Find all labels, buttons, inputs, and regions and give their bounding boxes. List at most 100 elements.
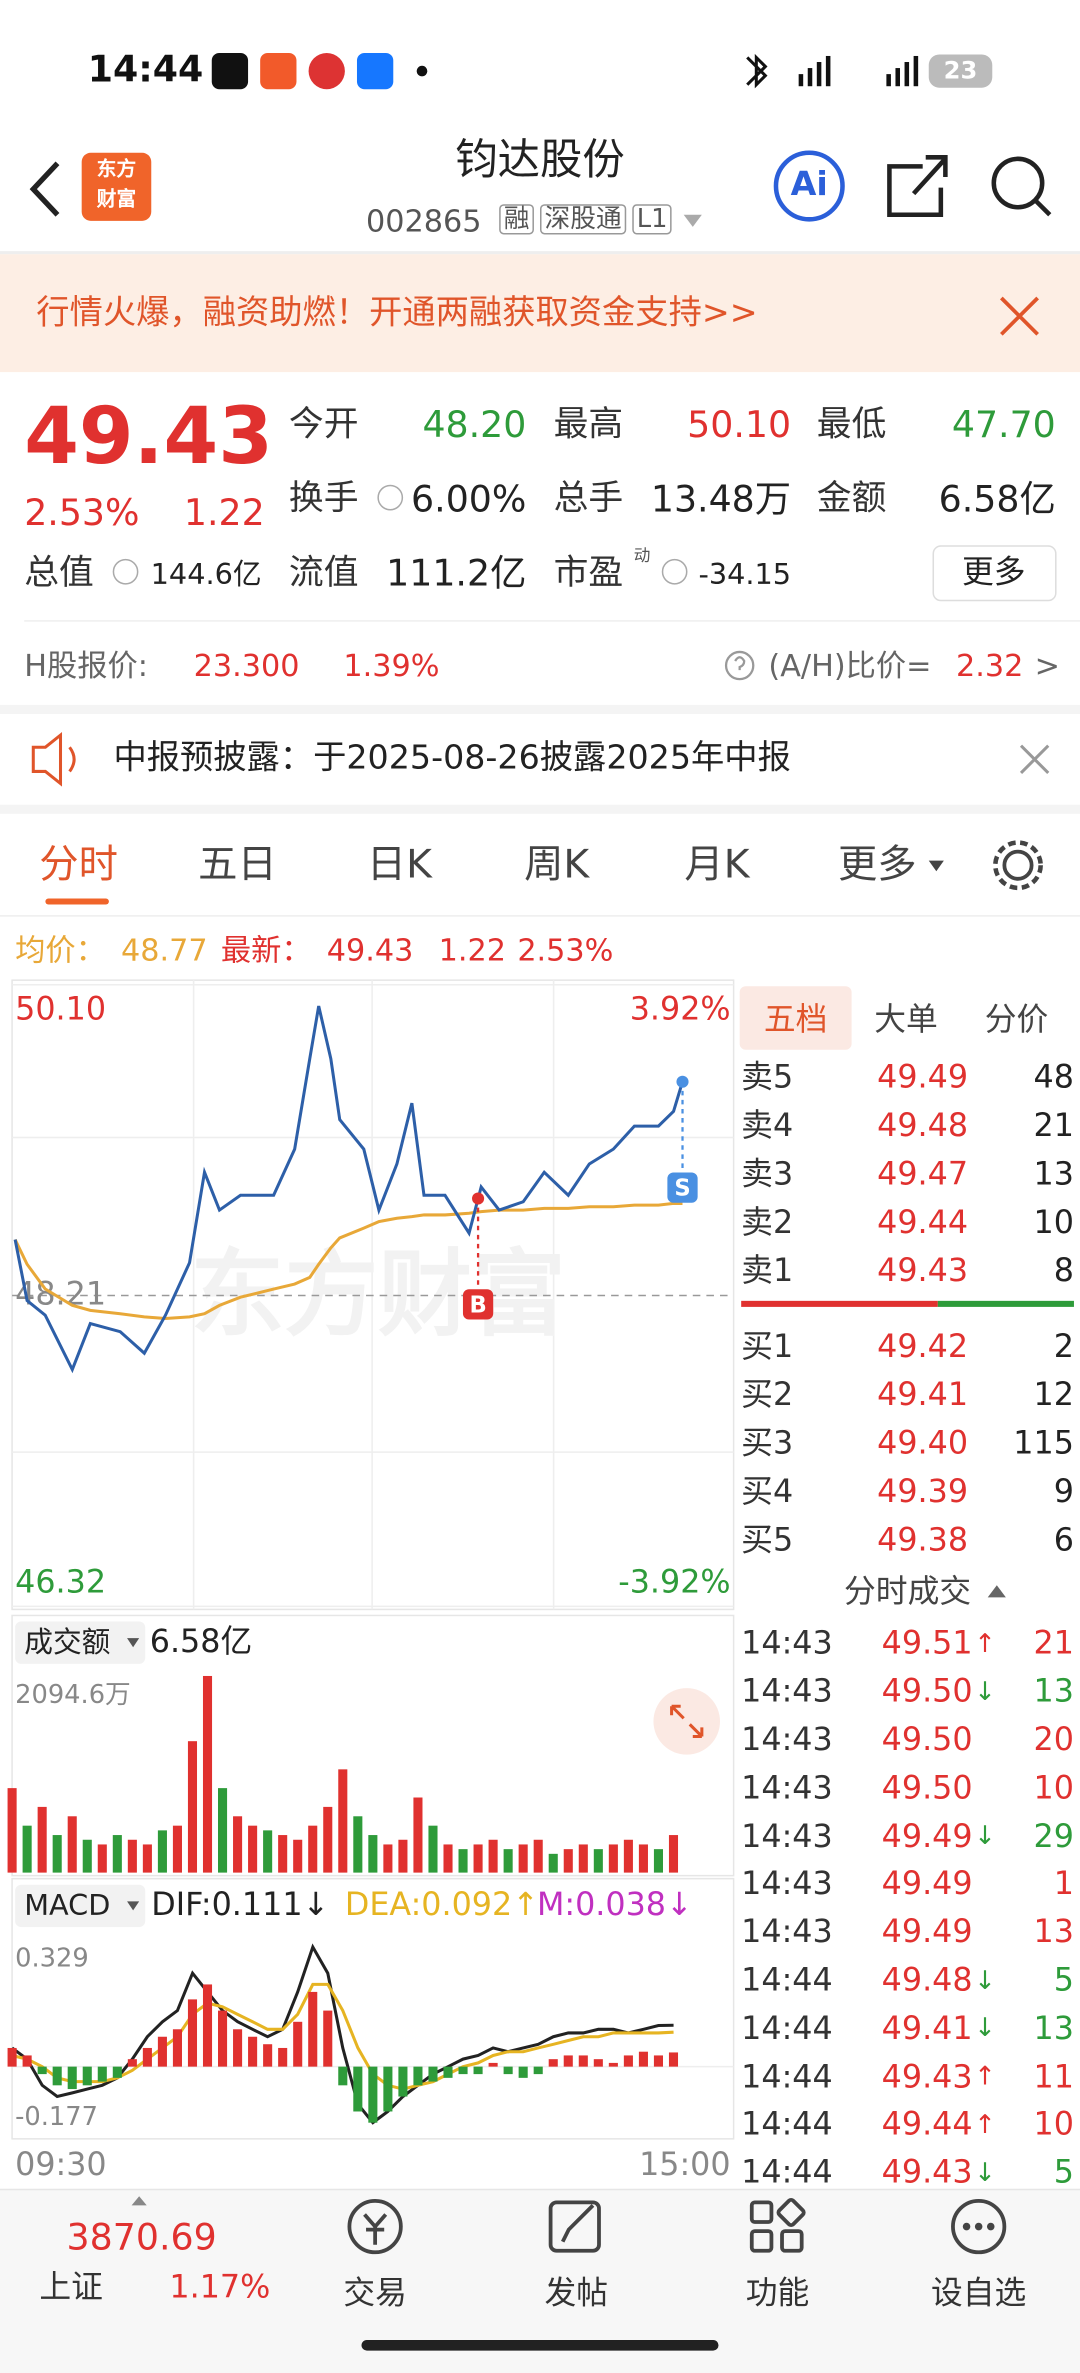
chart-title[interactable]: 成交额 [24, 1625, 111, 1659]
expand-button [670, 1704, 704, 1738]
help-icon[interactable] [724, 650, 755, 681]
volume-bar [578, 1844, 588, 1873]
period-tab[interactable]: 分时 [39, 842, 118, 889]
macd-bar [142, 2047, 152, 2067]
trade-price: 49.43 [881, 2154, 973, 2191]
help-icon [734, 656, 746, 671]
tab-underline [45, 898, 109, 905]
volume-bar [488, 1839, 498, 1873]
settings-button[interactable] [993, 840, 1043, 891]
collapse-icon[interactable] [987, 1585, 1006, 1598]
back-button[interactable] [29, 161, 60, 217]
field-value: 47.70 [951, 404, 1056, 447]
trade-time: 14:43 [741, 1673, 833, 1710]
volume-bar [608, 1844, 618, 1873]
dropdown[interactable] [15, 1621, 146, 1664]
status-time: 14:44 [87, 48, 204, 92]
macd-bar [127, 2059, 137, 2067]
period-tab[interactable]: 月K [684, 842, 750, 889]
macd-bar [638, 2051, 648, 2067]
marker-badge [462, 1289, 494, 1320]
nav-item[interactable]: 发帖 [544, 2275, 609, 2312]
change: 1.22 [183, 492, 265, 535]
book-tab[interactable]: 大单 [874, 1001, 938, 1039]
settings-button[interactable] [1002, 849, 1034, 881]
book-tab[interactable]: 五档 [763, 1001, 828, 1039]
book-tab[interactable]: 分价 [984, 1001, 1049, 1039]
period-tab[interactable]: 更多 [837, 842, 917, 889]
volume-bar [97, 1844, 107, 1873]
period-tab[interactable]: 五日 [198, 842, 277, 889]
macd-bar [593, 2059, 603, 2067]
index-change[interactable]: 1.17% [169, 2269, 271, 2306]
index-value[interactable]: 3870.69 [66, 2216, 217, 2259]
volume-bar [218, 1788, 228, 1873]
field-value: 48.20 [422, 404, 527, 447]
volume-bar [338, 1769, 348, 1873]
info-icon[interactable] [377, 484, 404, 511]
trade-time: 14:43 [741, 1769, 833, 1806]
chart-title[interactable]: MACD [24, 1888, 111, 1922]
book-side: 买5 [741, 1521, 794, 1558]
nav-item[interactable]: 设自选 [931, 2275, 1027, 2312]
book-volume: 9 [1053, 1472, 1074, 1510]
book-side: 卖1 [741, 1251, 794, 1289]
info-icon[interactable] [661, 558, 688, 585]
book-side: 卖3 [741, 1155, 794, 1192]
volume-bar [593, 1849, 603, 1873]
search-button[interactable] [991, 156, 1045, 210]
field-value: 13.48万 [650, 478, 792, 521]
period-tab[interactable]: 周K [524, 842, 590, 889]
search-button[interactable] [1034, 199, 1052, 217]
y2-tick-label: -3.92% [618, 1565, 730, 1601]
more-button-label[interactable]: 更多 [962, 554, 1026, 591]
banner-text[interactable]: 行情火爆，融资助燃！开通两融获取资金支持>> [36, 294, 758, 333]
share-button[interactable] [887, 155, 948, 218]
ai-button[interactable] [773, 150, 845, 222]
notice-text[interactable]: 中报预披露：于2025-08-26披露2025年中报 [113, 739, 791, 778]
more-button[interactable] [932, 545, 1057, 602]
volume-bar [157, 1830, 167, 1873]
dropdown-icon[interactable] [683, 214, 702, 227]
book-price: 49.47 [877, 1155, 969, 1192]
expand-button[interactable] [653, 1688, 721, 1755]
avg-price: 48.77 [121, 931, 208, 969]
volume-bar [278, 1835, 288, 1873]
book-side: 买3 [741, 1424, 794, 1462]
stock-tag: L1 [632, 204, 673, 235]
gap [0, 704, 1080, 714]
info-icon[interactable] [112, 558, 139, 585]
book-price: 49.44 [877, 1203, 969, 1240]
dropdown[interactable] [15, 1884, 146, 1928]
h-share-label: H股报价: [24, 647, 148, 684]
trade-time: 14:43 [741, 1817, 833, 1854]
trade-time: 14:44 [741, 2154, 833, 2191]
volume-bar [398, 1839, 408, 1873]
trade-price: 49.49 [881, 1817, 973, 1854]
nav-item[interactable]: 功能 [745, 2275, 810, 2312]
volume-bar [52, 1835, 62, 1873]
book-volume: 12 [1033, 1376, 1074, 1413]
close-notice[interactable] [1019, 744, 1050, 775]
nav-item[interactable]: 交易 [343, 2275, 407, 2312]
logo [81, 152, 152, 221]
period-tab[interactable]: 日K [366, 842, 432, 889]
ai-label[interactable]: Ai [790, 165, 828, 204]
dropdown-icon [127, 1638, 140, 1648]
trade-volume: 21 [1033, 1625, 1074, 1662]
dropdown-icon[interactable] [928, 860, 944, 872]
battery-icon [928, 54, 993, 88]
macd-bar [338, 2066, 348, 2086]
close-banner[interactable] [1000, 296, 1039, 336]
volume-bar [308, 1825, 318, 1873]
field-label: 市盈 [553, 553, 624, 594]
trades-title[interactable]: 分时成交 [844, 1573, 972, 1610]
book-price: 49.48 [877, 1107, 969, 1144]
volume-bar [458, 1849, 468, 1873]
banner-bg[interactable] [0, 254, 1080, 373]
latest-change: 1.22 [438, 931, 507, 969]
series-line [11, 1943, 674, 2125]
index-name[interactable]: 上证 [39, 2269, 103, 2306]
macd-bar [608, 2062, 618, 2067]
